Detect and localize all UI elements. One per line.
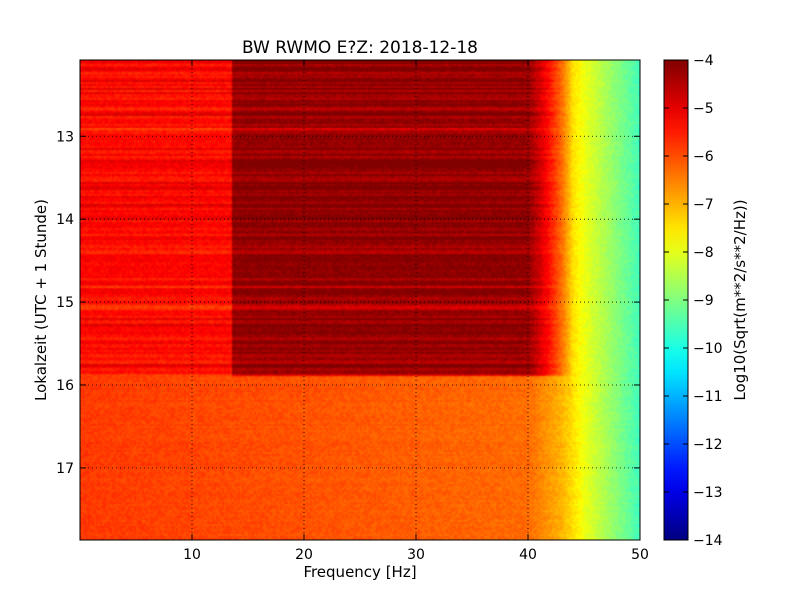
y-tick-label: 17 [56,461,74,477]
colorbar-label: Log10(Sqrt(m**2/s**2/Hz)) [731,199,749,400]
x-tick-label: 50 [631,547,649,563]
spectrogram-raster [80,60,640,540]
colorbar-tick-label: −13 [693,485,723,501]
y-tick-label: 13 [56,129,74,145]
colorbar-tick-label: −10 [693,341,723,357]
y-axis-label: Lokalzeit (UTC + 1 Stunde) [32,199,50,401]
y-axis-ticks: 13 14 15 16 17 [56,129,640,477]
colorbar-tick-label: −9 [693,293,714,309]
x-axis-ticks: 10 20 30 40 50 [183,60,649,563]
grid-lines [80,60,640,540]
colorbar-tick-label: −8 [693,245,714,261]
y-tick-label: 14 [56,212,74,228]
colorbar-tick-label: −4 [693,53,714,69]
colorbar-tick-label: −12 [693,437,723,453]
y-tick-label: 16 [56,378,74,394]
x-axis-label: Frequency [Hz] [303,563,416,581]
chart-title: BW RWMO E?Z: 2018-12-18 [242,38,478,58]
colorbar-tick-label: −6 [693,149,714,165]
colorbar-tick-label: −11 [693,389,723,405]
x-tick-label: 30 [407,547,425,563]
x-tick-label: 10 [183,547,201,563]
x-tick-label: 20 [295,547,313,563]
y-tick-label: 15 [56,295,74,311]
colorbar-ticks: −4 −5 −6 −7 −8 −9 −10 −11 −12 −13 −14 [664,53,723,549]
plot-frame [79,59,641,541]
colorbar-tick-label: −5 [693,101,714,117]
colorbar-tick-label: −14 [693,533,723,549]
x-tick-label: 40 [519,547,537,563]
colorbar-tick-label: −7 [693,197,714,213]
